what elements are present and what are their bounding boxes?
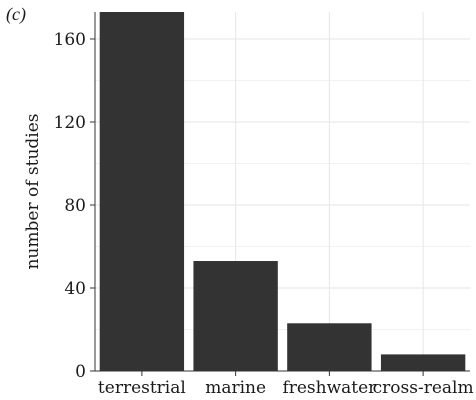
panel-label: (c) (6, 4, 26, 25)
bar (193, 261, 278, 371)
y-tick-label: 160 (54, 30, 86, 50)
y-tick-label: 0 (75, 362, 86, 382)
axes (90, 12, 470, 376)
y-tick-label: 80 (64, 196, 86, 216)
x-tick-label: terrestrial (98, 378, 186, 398)
bar (380, 354, 466, 371)
x-tick-label: marine (205, 378, 266, 398)
y-tick-label: 120 (54, 113, 86, 133)
bar (99, 12, 185, 371)
x-tick-label: freshwater (282, 378, 377, 398)
y-tick-label: 40 (64, 279, 86, 299)
bars (99, 12, 466, 371)
y-axis-title: number of studies (23, 113, 43, 269)
y-tick-labels: 0 40 80 120 160 (54, 30, 86, 382)
bar (287, 323, 372, 371)
x-tick-label: cross-realm (373, 378, 474, 398)
